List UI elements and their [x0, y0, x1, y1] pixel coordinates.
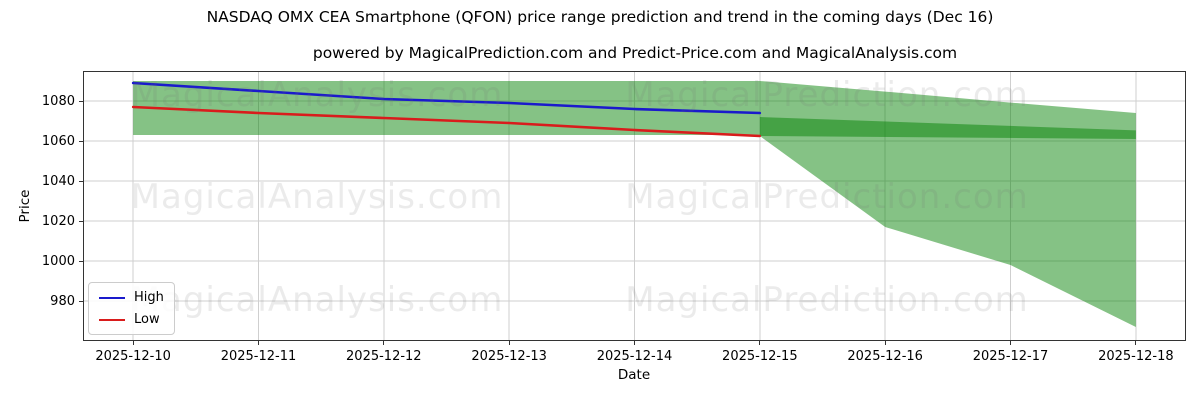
legend-label-low: Low: [134, 312, 160, 327]
x-tick-label: 2025-12-15: [722, 349, 798, 364]
watermark-text: MagicalAnalysis.com: [130, 177, 504, 217]
watermark-text: MagicalAnalysis.com: [130, 75, 504, 115]
x-axis-label: Date: [617, 367, 651, 383]
high-line-swatch: [99, 296, 125, 299]
x-tickmark: [1135, 341, 1137, 345]
chart-title: NASDAQ OMX CEA Smartphone (QFON) price r…: [206, 8, 994, 26]
x-tickmark: [508, 341, 510, 345]
y-tickmark: [79, 180, 83, 182]
watermark-text: MagicalPrediction.com: [625, 177, 1029, 217]
x-tickmark: [132, 341, 134, 345]
y-tick-label: 1020: [41, 213, 75, 229]
low-line-swatch: [99, 318, 125, 321]
x-tick-label: 2025-12-13: [471, 349, 547, 364]
y-tick-label: 980: [50, 293, 75, 309]
y-tick-label: 1080: [41, 93, 75, 109]
plot-border: [83, 71, 1186, 341]
y-tickmark: [79, 220, 83, 222]
legend: High Low: [88, 282, 175, 335]
y-tick-label: 1000: [41, 253, 75, 269]
forecast-trend-band-band: [759, 117, 1136, 139]
y-tickmark: [79, 140, 83, 142]
observed-range-band: [133, 81, 760, 135]
y-tick-label: 1040: [41, 173, 75, 189]
x-tickmark: [884, 341, 886, 345]
y-tick-label: 1060: [41, 133, 75, 149]
series-line-low: [131, 105, 762, 138]
forecast-cone-band: [759, 81, 1136, 327]
x-tick-label: 2025-12-12: [346, 349, 422, 364]
legend-label-high: High: [134, 290, 164, 305]
y-tickmark: [79, 300, 83, 302]
y-tickmark: [79, 100, 83, 102]
legend-item-low: Low: [99, 312, 164, 327]
x-tickmark: [1010, 341, 1012, 345]
x-tick-label: 2025-12-11: [220, 349, 297, 364]
x-tick-label: 2025-12-16: [847, 349, 923, 364]
x-tickmark: [257, 341, 259, 345]
watermark-text: MagicalAnalysis.com: [130, 280, 504, 320]
legend-item-high: High: [99, 290, 164, 305]
x-tickmark: [634, 341, 635, 345]
x-tick-label: 2025-12-10: [95, 349, 171, 364]
series-line-high: [131, 81, 762, 115]
y-tickmark: [79, 260, 83, 262]
watermark-text: MagicalPrediction.com: [625, 75, 1029, 115]
watermark-text: MagicalPrediction.com: [625, 280, 1029, 320]
x-tickmark: [759, 341, 761, 345]
plot-area: Price Date High Low: [17, 71, 1186, 383]
x-tick-label: 2025-12-18: [1098, 349, 1174, 364]
x-tick-label: 2025-12-17: [972, 349, 1049, 364]
x-tickmark: [383, 341, 385, 345]
chart-subtitle: powered by MagicalPrediction.com and Pre…: [312, 44, 958, 62]
chart-canvas: [83, 71, 1186, 341]
x-tick-label: 2025-12-14: [596, 349, 673, 364]
